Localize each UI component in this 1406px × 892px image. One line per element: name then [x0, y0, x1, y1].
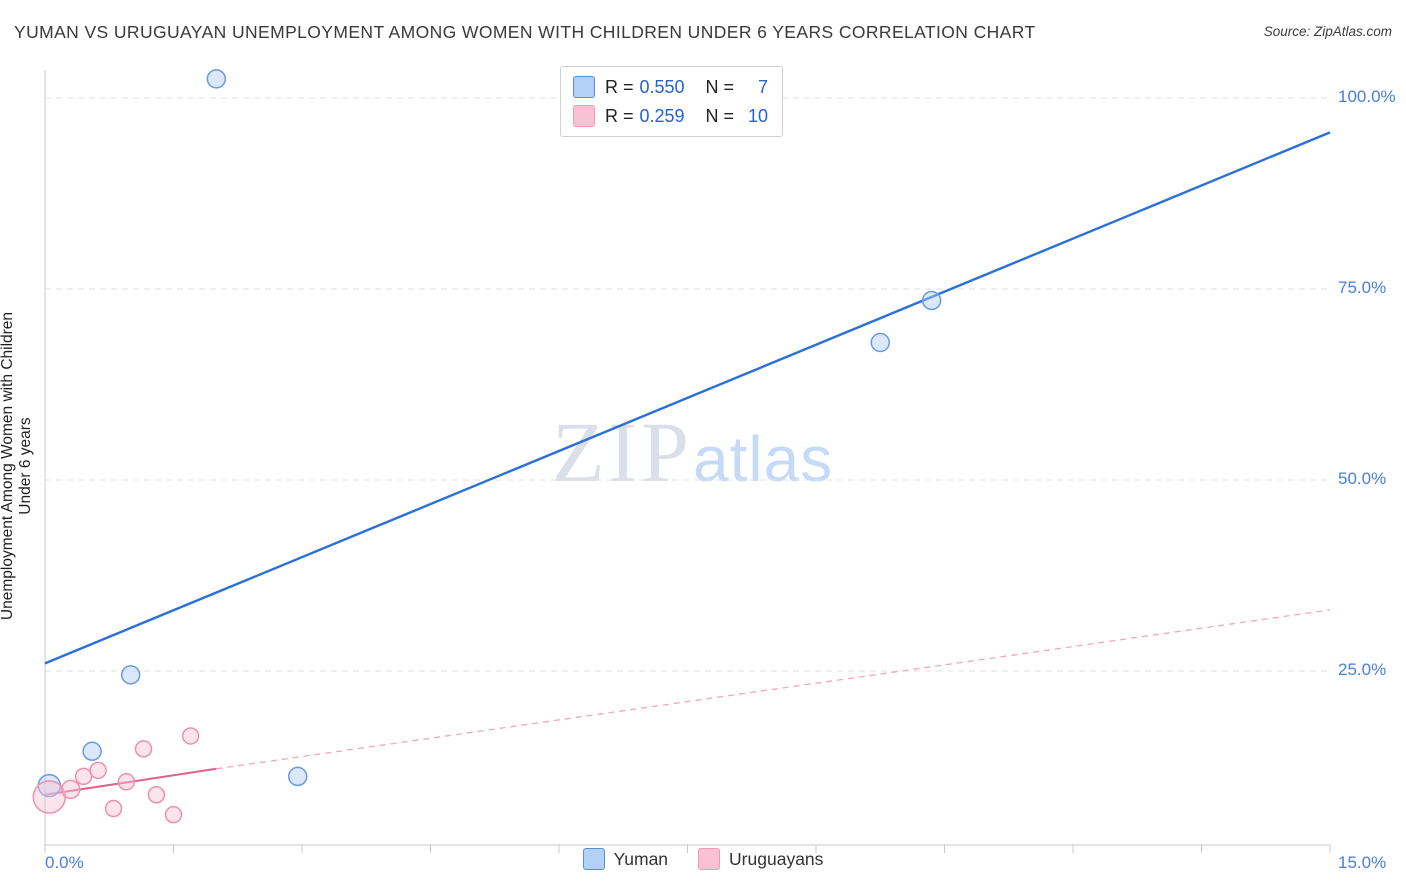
- uruguayans-data-point[interactable]: [134, 740, 153, 758]
- yuman-data-point[interactable]: [921, 290, 942, 311]
- uruguayans-data-point[interactable]: [74, 767, 93, 786]
- yuman-data-point[interactable]: [870, 332, 890, 353]
- uruguayans-data-point[interactable]: [147, 786, 166, 804]
- series-legend: Yuman Uruguayans: [0, 848, 1406, 870]
- x-tick-label: 15.0%: [1338, 853, 1387, 872]
- legend-item-yuman[interactable]: Yuman: [582, 848, 669, 870]
- n-label: N =: [705, 76, 735, 97]
- y-tick-label: 100.0%: [1338, 87, 1396, 106]
- n-label: N =: [705, 105, 735, 126]
- yuman-data-point[interactable]: [206, 69, 227, 89]
- legend-item-uruguayans[interactable]: Uruguayans: [698, 848, 823, 870]
- legend-row-yuman: R = 0.550 N = 7: [573, 76, 768, 98]
- uruguayans-data-point[interactable]: [117, 773, 136, 791]
- uruguayans-data-point[interactable]: [89, 761, 107, 780]
- uruguayans-data-point[interactable]: [181, 727, 200, 745]
- correlation-legend: R = 0.550 N = 7 R = 0.259 N = 10: [560, 66, 784, 137]
- uruguayans-data-point[interactable]: [104, 799, 123, 818]
- yuman-data-point[interactable]: [82, 741, 102, 761]
- x-tick-label: 0.0%: [45, 853, 84, 872]
- y-tick-label: 25.0%: [1338, 660, 1387, 679]
- yuman-swatch: [573, 76, 595, 98]
- uruguayan-trendline-solid: [44, 767, 217, 796]
- yuman-data-point[interactable]: [120, 665, 141, 685]
- r-label: R =: [605, 105, 634, 126]
- page-title: YUMAN VS URUGUAYAN UNEMPLOYMENT AMONG WO…: [14, 22, 1036, 42]
- uruguayans-data-point[interactable]: [164, 805, 183, 824]
- uruguayan-trendline-extrapolated: [216, 609, 1331, 770]
- legend-row-uruguayans: R = 0.259 N = 10: [573, 105, 768, 127]
- uruguayans-data-point[interactable]: [32, 780, 67, 814]
- y-tick-label: 75.0%: [1338, 278, 1387, 297]
- yuman-trendline: [44, 131, 1331, 665]
- yuman-swatch: [582, 848, 605, 870]
- y-tick-label: 50.0%: [1338, 469, 1387, 488]
- n-value-yuman: 7: [758, 76, 769, 97]
- r-label: R =: [605, 76, 634, 97]
- uruguayan-swatch: [698, 848, 721, 870]
- n-value-uruguayans: 10: [748, 105, 769, 126]
- uruguayan-swatch: [573, 105, 595, 127]
- r-value-yuman: 0.550: [639, 76, 685, 97]
- yuman-data-point[interactable]: [287, 766, 308, 787]
- legend-label-yuman: Yuman: [613, 848, 669, 869]
- r-value-uruguayans: 0.259: [639, 105, 685, 126]
- legend-label-uruguayans: Uruguayans: [729, 848, 824, 869]
- source-attribution: Source: ZipAtlas.com: [1263, 24, 1392, 39]
- uruguayans-data-point[interactable]: [60, 779, 81, 800]
